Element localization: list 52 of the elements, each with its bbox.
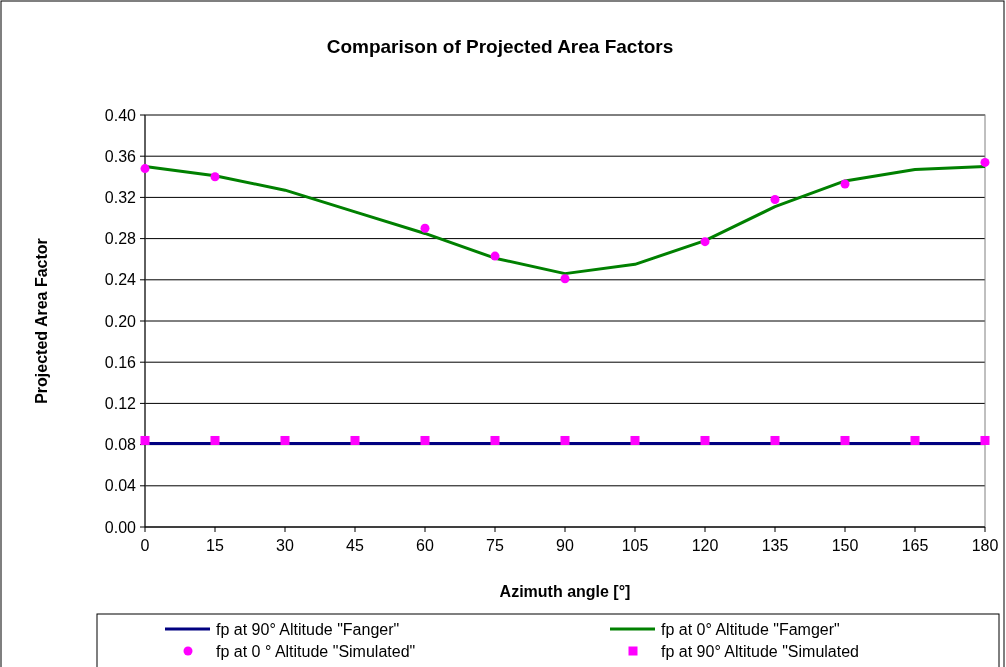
y-tick-label: 0.40 bbox=[104, 106, 137, 124]
chart-title: Comparison of Projected Area Factors bbox=[326, 36, 674, 57]
point bbox=[210, 435, 220, 445]
x-tick-label: 135 bbox=[761, 537, 789, 554]
point bbox=[840, 435, 850, 445]
x-tick-label: 15 bbox=[206, 537, 224, 554]
y-tick-label: 0.12 bbox=[104, 395, 137, 412]
legend-label: fp at 0° Altitude "Famger" bbox=[661, 620, 840, 638]
x-axis-title: Azimuth angle [°] bbox=[499, 583, 631, 600]
point bbox=[770, 435, 780, 445]
x-tick-label: 165 bbox=[901, 537, 929, 554]
x-tick-label: 0 bbox=[140, 537, 150, 554]
y-tick-label: 0.16 bbox=[104, 353, 137, 371]
x-tick-label: 30 bbox=[276, 537, 294, 554]
point bbox=[350, 435, 360, 445]
point bbox=[140, 164, 150, 174]
legend-label: fp at 0 ° Altitude "Simulated" bbox=[216, 642, 416, 660]
point bbox=[700, 237, 710, 247]
point bbox=[840, 179, 850, 189]
point bbox=[420, 223, 430, 233]
y-tick-label: 0.28 bbox=[104, 230, 137, 248]
y-axis-title: Projected Area Factor bbox=[33, 238, 50, 404]
point bbox=[700, 435, 710, 445]
point bbox=[770, 194, 780, 204]
x-tick-label: 75 bbox=[486, 537, 504, 554]
point bbox=[560, 435, 570, 445]
legend-label: fp at 90° Altitude "Fanger" bbox=[216, 620, 400, 638]
y-tick-label: 0.36 bbox=[104, 147, 137, 165]
x-tick-label: 90 bbox=[556, 537, 574, 554]
x-tick-label: 150 bbox=[831, 537, 859, 554]
point bbox=[490, 435, 500, 445]
y-tick-label: 0.04 bbox=[104, 477, 137, 495]
y-tick-label: 0.24 bbox=[104, 271, 137, 289]
point bbox=[910, 435, 920, 445]
y-tick-label: 0.20 bbox=[104, 312, 137, 330]
legend-label: fp at 90° Altitude "Simulated bbox=[661, 642, 859, 660]
x-tick-label: 60 bbox=[416, 537, 434, 554]
y-tick-label: 0.00 bbox=[104, 518, 137, 536]
y-tick-label: 0.32 bbox=[104, 189, 137, 206]
point bbox=[560, 274, 570, 284]
y-tick-label: 0.08 bbox=[104, 436, 137, 454]
point bbox=[490, 251, 500, 261]
x-tick-label: 180 bbox=[971, 537, 999, 554]
x-tick-label: 105 bbox=[621, 537, 649, 554]
point bbox=[210, 172, 220, 182]
x-tick-label: 120 bbox=[691, 537, 719, 554]
x-tick-label: 45 bbox=[346, 537, 364, 554]
point bbox=[280, 435, 290, 445]
point bbox=[420, 435, 430, 445]
point bbox=[980, 435, 990, 445]
point bbox=[630, 435, 640, 445]
point bbox=[980, 157, 990, 167]
